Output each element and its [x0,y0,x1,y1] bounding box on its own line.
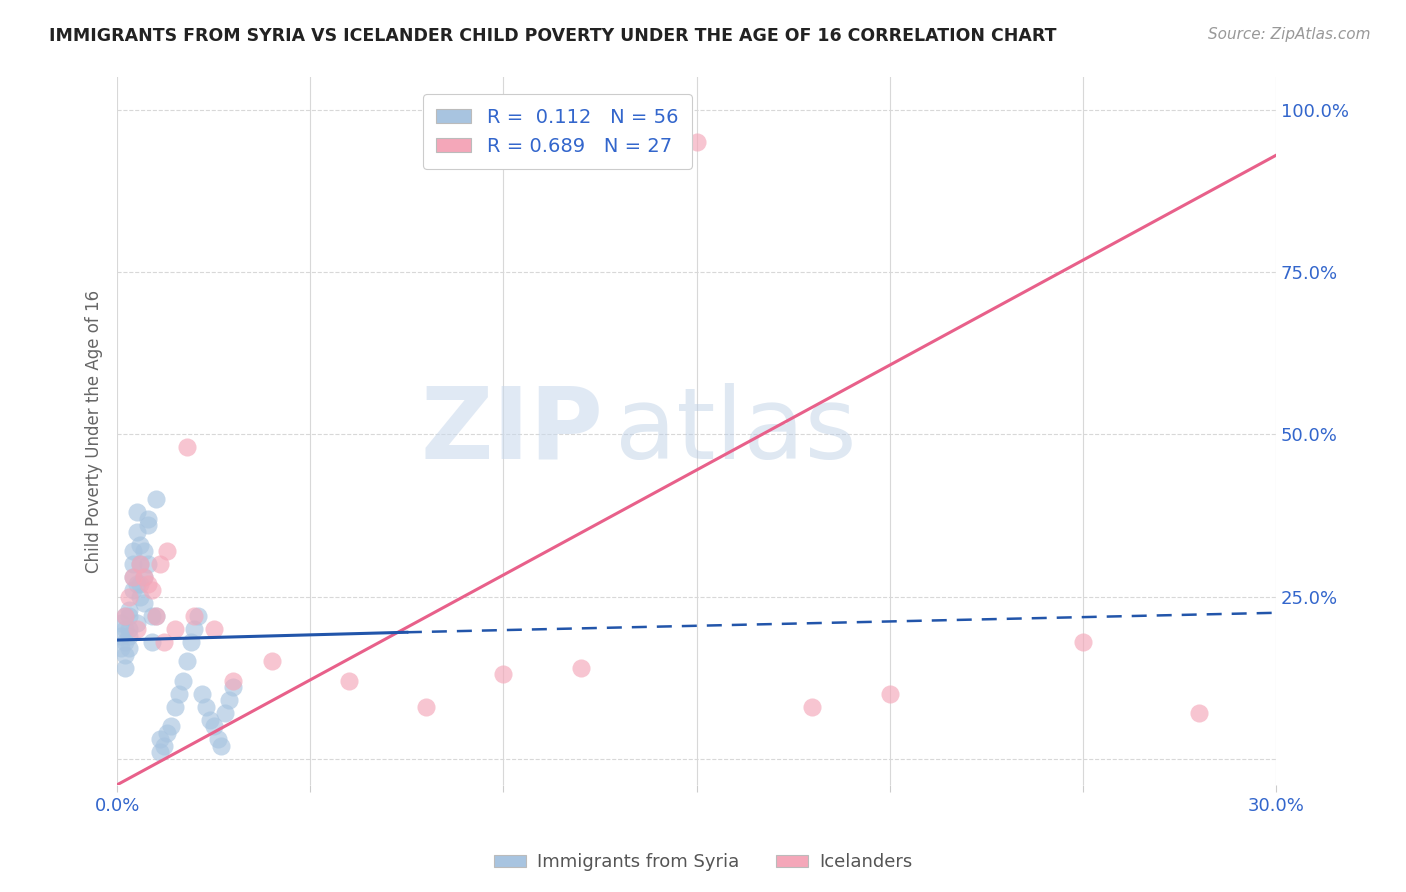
Point [191,687,214,701]
Point [685,136,707,150]
Point [167,687,190,701]
Point [125,615,148,630]
Point [156,726,179,740]
Point [134,570,156,584]
Point [202,622,225,636]
Point [121,544,143,558]
Point [222,673,245,688]
Point [129,590,152,604]
Point [129,576,152,591]
Legend: R =  0.112   N = 56, R = 0.689   N = 27: R = 0.112 N = 56, R = 0.689 N = 27 [423,95,692,169]
Point [141,583,163,598]
Point [214,706,236,721]
Point [165,699,187,714]
Point [118,609,141,624]
Point [136,512,159,526]
Point [879,687,901,701]
Point [1071,635,1094,649]
Point [172,673,194,688]
Point [134,596,156,610]
Point [134,570,156,584]
Point [114,635,136,649]
Point [118,628,141,642]
Point [114,661,136,675]
Point [149,557,172,571]
Text: atlas: atlas [616,383,858,480]
Point [110,641,132,656]
Point [195,699,218,714]
Text: ZIP: ZIP [420,383,603,480]
Point [141,609,163,624]
Text: Source: ZipAtlas.com: Source: ZipAtlas.com [1208,27,1371,42]
Point [136,576,159,591]
Point [569,661,592,675]
Legend: Immigrants from Syria, Icelanders: Immigrants from Syria, Icelanders [486,847,920,879]
Point [183,622,205,636]
Point [136,557,159,571]
Point [165,622,187,636]
Point [1188,706,1211,721]
Point [118,602,141,616]
Point [110,615,132,630]
Point [260,655,283,669]
Point [176,655,198,669]
Point [118,590,141,604]
Point [415,699,437,714]
Point [156,544,179,558]
Point [129,538,152,552]
Point [114,622,136,636]
Point [211,739,233,753]
Point [152,635,174,649]
Point [125,576,148,591]
Point [121,570,143,584]
Point [114,609,136,624]
Point [222,681,245,695]
Y-axis label: Child Poverty Under the Age of 16: Child Poverty Under the Age of 16 [86,290,103,573]
Point [152,739,174,753]
Point [337,673,360,688]
Point [176,440,198,454]
Point [183,609,205,624]
Text: IMMIGRANTS FROM SYRIA VS ICELANDER CHILD POVERTY UNDER THE AGE OF 16 CORRELATION: IMMIGRANTS FROM SYRIA VS ICELANDER CHILD… [49,27,1057,45]
Point [149,745,172,759]
Point [121,570,143,584]
Point [136,518,159,533]
Point [187,609,209,624]
Point [180,635,202,649]
Point [141,635,163,649]
Point [145,609,167,624]
Point [125,622,148,636]
Point [801,699,824,714]
Point [145,492,167,507]
Point [121,583,143,598]
Point [114,609,136,624]
Point [114,648,136,662]
Point [160,719,183,733]
Point [218,693,240,707]
Point [129,557,152,571]
Point [121,557,143,571]
Point [145,609,167,624]
Point [110,628,132,642]
Point [118,622,141,636]
Point [202,719,225,733]
Point [125,524,148,539]
Point [118,641,141,656]
Point [134,544,156,558]
Point [492,667,515,681]
Point [207,732,229,747]
Point [129,557,152,571]
Point [198,713,221,727]
Point [125,505,148,519]
Point [149,732,172,747]
